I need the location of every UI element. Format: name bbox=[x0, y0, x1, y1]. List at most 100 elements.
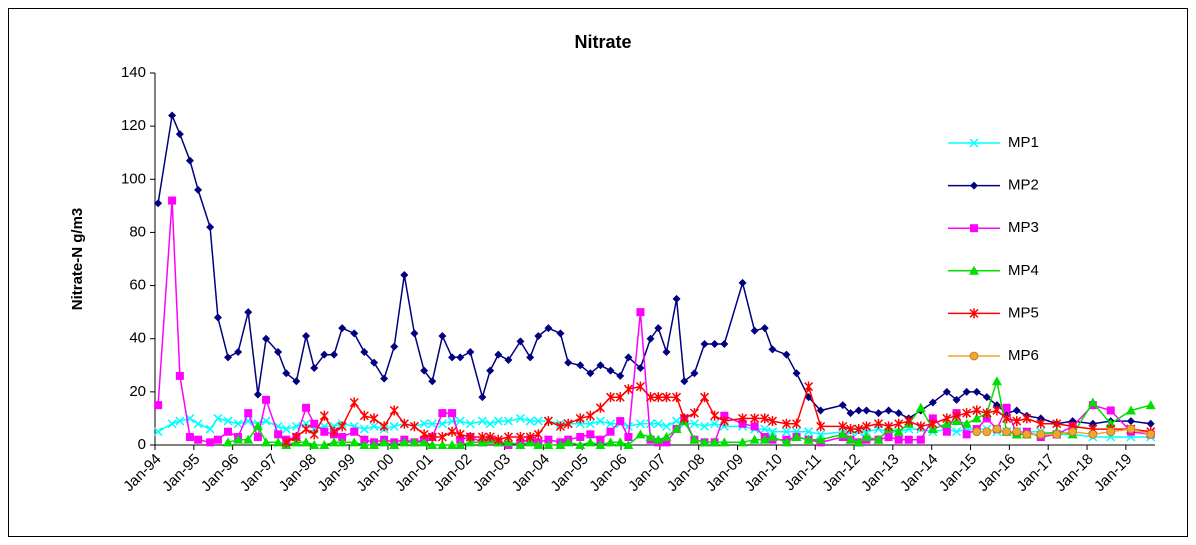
marker bbox=[894, 435, 903, 444]
marker bbox=[816, 421, 826, 432]
marker bbox=[213, 435, 222, 444]
marker bbox=[894, 409, 903, 418]
marker bbox=[437, 432, 447, 443]
marker bbox=[370, 358, 379, 367]
marker bbox=[972, 405, 982, 416]
y-tick-label: 120 bbox=[121, 117, 146, 134]
marker bbox=[253, 433, 262, 442]
marker bbox=[606, 427, 615, 436]
marker bbox=[466, 348, 475, 356]
marker bbox=[359, 424, 369, 434]
marker bbox=[301, 437, 312, 447]
marker bbox=[846, 409, 855, 418]
marker bbox=[738, 413, 748, 424]
marker bbox=[350, 427, 359, 436]
marker bbox=[447, 440, 458, 449]
marker bbox=[1036, 429, 1046, 439]
marker bbox=[781, 437, 792, 447]
marker bbox=[928, 418, 938, 429]
marker bbox=[781, 418, 791, 429]
marker bbox=[427, 419, 437, 429]
marker bbox=[437, 440, 448, 449]
marker bbox=[893, 426, 904, 436]
marker bbox=[982, 414, 991, 423]
marker bbox=[544, 324, 553, 333]
marker bbox=[585, 437, 596, 447]
marker bbox=[672, 416, 682, 426]
marker bbox=[485, 432, 495, 443]
marker bbox=[224, 427, 233, 436]
marker bbox=[709, 437, 720, 447]
marker bbox=[262, 334, 271, 343]
marker bbox=[720, 340, 729, 349]
marker bbox=[310, 419, 319, 428]
marker bbox=[319, 410, 329, 421]
marker bbox=[477, 416, 487, 426]
marker bbox=[1125, 405, 1136, 415]
marker bbox=[586, 430, 595, 439]
marker bbox=[1126, 424, 1136, 434]
marker bbox=[672, 294, 681, 303]
marker bbox=[456, 435, 465, 444]
marker bbox=[1012, 406, 1021, 415]
marker bbox=[563, 418, 573, 429]
marker bbox=[982, 408, 992, 419]
marker bbox=[494, 350, 503, 359]
marker bbox=[244, 409, 253, 418]
marker bbox=[503, 432, 513, 443]
marker bbox=[782, 350, 791, 359]
marker bbox=[699, 437, 710, 447]
marker bbox=[760, 324, 769, 333]
marker bbox=[390, 342, 399, 351]
marker bbox=[719, 437, 730, 447]
marker bbox=[175, 416, 185, 426]
marker bbox=[662, 348, 671, 356]
marker bbox=[635, 381, 645, 392]
marker bbox=[781, 427, 791, 437]
marker bbox=[1146, 429, 1156, 439]
marker bbox=[154, 401, 163, 410]
marker bbox=[661, 392, 671, 403]
marker bbox=[623, 440, 634, 449]
marker bbox=[167, 419, 177, 429]
marker bbox=[410, 329, 419, 338]
marker bbox=[837, 429, 848, 439]
marker bbox=[1012, 416, 1022, 427]
marker bbox=[419, 429, 429, 440]
marker bbox=[846, 424, 856, 435]
marker bbox=[653, 419, 663, 429]
marker bbox=[534, 332, 543, 341]
marker bbox=[804, 381, 814, 392]
y-tick-label: 0 bbox=[138, 436, 146, 453]
y-tick-label: 80 bbox=[129, 223, 146, 240]
marker bbox=[273, 437, 284, 447]
marker bbox=[884, 433, 893, 442]
marker bbox=[329, 437, 340, 447]
marker bbox=[845, 434, 856, 444]
marker bbox=[874, 409, 883, 418]
marker bbox=[1036, 418, 1046, 429]
marker bbox=[438, 332, 447, 341]
marker bbox=[465, 419, 475, 429]
marker bbox=[359, 440, 370, 449]
y-tick-label: 40 bbox=[129, 330, 146, 347]
marker bbox=[720, 411, 729, 420]
marker bbox=[543, 440, 554, 449]
marker bbox=[1052, 418, 1062, 429]
marker bbox=[389, 405, 399, 416]
marker bbox=[1126, 417, 1135, 426]
marker bbox=[224, 353, 233, 362]
marker bbox=[616, 417, 625, 426]
marker bbox=[699, 392, 710, 403]
marker bbox=[261, 416, 271, 426]
series-mp5 bbox=[281, 381, 1156, 448]
marker bbox=[389, 440, 400, 449]
marker bbox=[982, 393, 991, 402]
marker bbox=[635, 429, 646, 439]
y-tick-label: 100 bbox=[121, 170, 146, 187]
marker bbox=[884, 406, 893, 415]
marker bbox=[515, 440, 526, 449]
marker bbox=[646, 334, 655, 343]
marker bbox=[337, 437, 348, 447]
y-tick-label: 140 bbox=[121, 64, 146, 81]
